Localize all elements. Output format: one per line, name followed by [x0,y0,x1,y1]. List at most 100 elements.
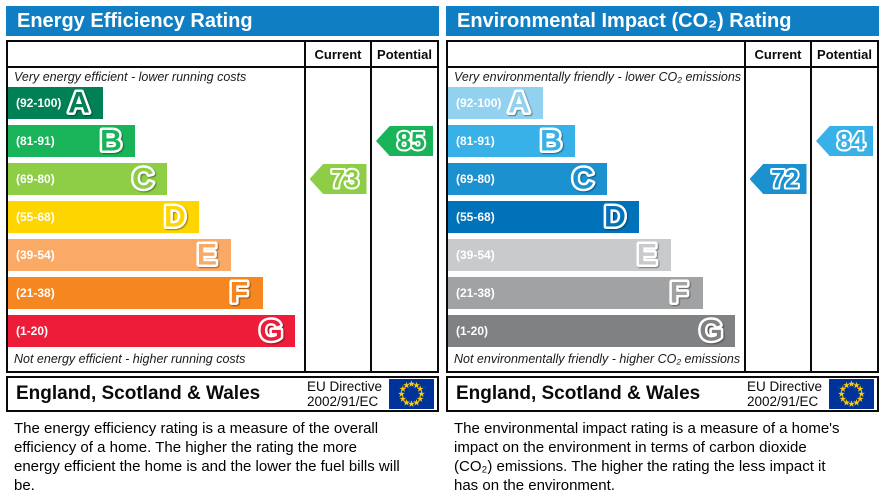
potential-column-header: Potential [370,42,437,66]
bottom-note-row: Not energy efficient - higher running co… [8,347,437,371]
band-b-bar: (81-91) B [448,125,575,157]
band-row-c: (69-80) C 72 [448,163,877,201]
current-rating-value: 73 [329,164,361,194]
energy-description: The energy efficiency rating is a measur… [14,420,400,494]
svg-text:B: B [100,125,122,157]
band-letter: A [506,87,533,119]
svg-text:72: 72 [771,166,799,194]
svg-text:B: B [540,125,562,157]
svg-text:E: E [637,239,657,271]
band-letter: D [162,201,189,233]
band-range-label: (92-100) [456,96,502,110]
band-row-a: (92-100) A [8,87,437,125]
energy-efficiency-panel: Energy Efficiency Rating Current Potenti… [6,6,439,495]
potential-column-header: Potential [810,42,877,66]
eu-directive-label: EU Directive 2002/91/EC [306,379,382,409]
band-range-label: (21-38) [456,286,495,300]
band-e-bar: (39-54) E [8,239,231,271]
band-letter: G [257,315,285,347]
band-row-d: (55-68) D [8,201,437,239]
band-f-bar: (21-38) F [448,277,703,309]
band-letter: G [697,315,725,347]
band-g-bar: (1-20) G [448,315,735,347]
band-letter: B [538,125,565,157]
svg-text:85: 85 [397,128,425,156]
band-letter: B [98,125,125,157]
band-range-label: (81-91) [456,134,495,148]
band-c-bar: (69-80) C [8,163,167,195]
band-b-bar: (81-91) B [8,125,135,157]
current-column-header: Current [304,42,370,66]
region-label: England, Scotland & Wales [16,383,261,404]
top-note-row: Very energy efficient - lower running co… [8,68,437,87]
band-row-f: (21-38) F [448,277,877,315]
region-label: England, Scotland & Wales [456,383,701,404]
current-rating-arrow: 72 [749,164,807,194]
bottom-note-row: Not environmentally friendly - higher CO… [448,347,877,371]
svg-text:73: 73 [331,166,359,194]
current-rating-value: 72 [769,164,801,194]
svg-text:84: 84 [837,128,865,156]
svg-text:C: C [572,163,594,195]
band-row-b: (81-91) B 85 [8,125,437,163]
svg-text:F: F [670,277,688,309]
potential-rating-value: 85 [395,126,427,156]
top-note-row: Very environmentally friendly - lower CO… [448,68,877,87]
potential-rating-arrow: 85 [376,126,433,156]
potential-rating-arrow: 84 [816,126,873,156]
band-row-b: (81-91) B 84 [448,125,877,163]
band-d-bar: (55-68) D [448,201,639,233]
band-row-g: (1-20) G [8,315,437,347]
band-letter: E [194,239,219,271]
band-range-label: (92-100) [16,96,62,110]
svg-text:A: A [68,87,90,119]
band-row-c: (69-80) C 73 [8,163,437,201]
band-row-e: (39-54) E [8,239,437,277]
svg-text:G: G [259,315,282,347]
band-row-d: (55-68) D [448,201,877,239]
band-range-label: (1-20) [16,324,49,338]
top-note: Very environmentally friendly - lower CO… [454,70,742,84]
band-letter: C [570,163,597,195]
bottom-note: Not energy efficient - higher running co… [14,352,246,366]
eu-flag-icon [389,379,434,409]
band-row-e: (39-54) E [448,239,877,277]
environmental-impact-panel: Environmental Impact (CO₂) Rating Curren… [446,6,879,495]
svg-text:E: E [197,239,217,271]
energy-rating-table: Current Potential Very energy efficient … [6,40,439,373]
band-row-a: (92-100) A [448,87,877,125]
potential-rating-value: 84 [835,126,867,156]
environmental-rating-table: Current Potential Very environmentally f… [446,40,879,373]
eu-directive-label: EU Directive 2002/91/EC [746,379,822,409]
current-rating-arrow: 73 [309,164,367,194]
eu-flag-icon [829,379,874,409]
band-range-label: (1-20) [456,324,489,338]
band-range-label: (21-38) [16,286,55,300]
environmental-footer-box: England, Scotland & Wales EU Directive 2… [446,376,879,412]
band-row-g: (1-20) G [448,315,877,347]
band-letter: D [602,201,629,233]
svg-text:C: C [132,163,154,195]
band-letter: F [667,277,690,309]
svg-text:G: G [699,315,722,347]
header-spacer [8,42,304,66]
band-range-label: (81-91) [16,134,55,148]
band-letter: A [66,87,93,119]
band-letter: C [130,163,157,195]
band-row-f: (21-38) F [8,277,437,315]
band-e-bar: (39-54) E [448,239,671,271]
svg-text:F: F [230,277,248,309]
band-d-bar: (55-68) D [8,201,199,233]
band-range-label: (55-68) [456,210,495,224]
band-letter: F [227,277,250,309]
current-column-header: Current [744,42,810,66]
environmental-description: The environmental impact rating is a mea… [454,420,840,494]
band-range-label: (39-54) [16,248,55,262]
band-letter: E [634,239,659,271]
band-f-bar: (21-38) F [8,277,263,309]
table-header-row: Current Potential [448,42,877,68]
band-range-label: (39-54) [456,248,495,262]
environmental-panel-title: Environmental Impact (CO₂) Rating [446,6,879,36]
band-a-bar: (92-100) A [448,87,543,119]
